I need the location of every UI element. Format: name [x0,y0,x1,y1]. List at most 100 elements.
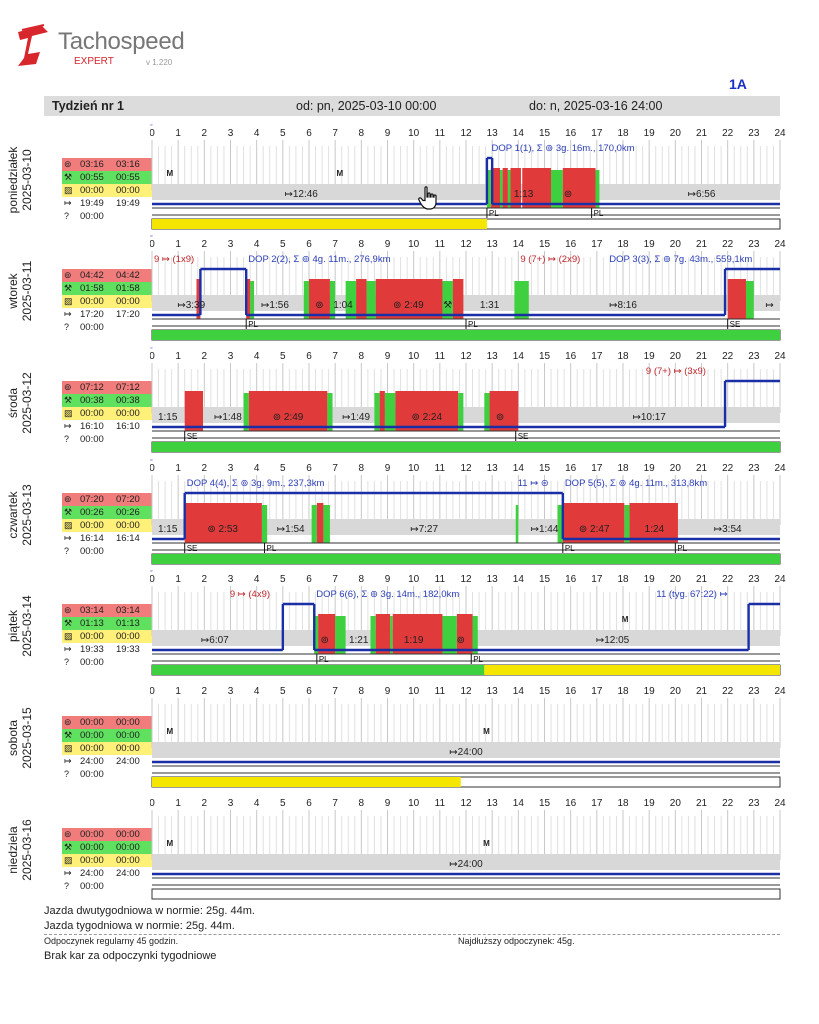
hour-tick-label: 16 [565,798,577,809]
stat-value: 00:55 [80,172,104,183]
hour-tick-label: 18 [617,128,629,139]
country-flag: PL [489,209,499,218]
week-header: Tydzień nr 1 od: pn, 2025-03-10 00:00 do… [44,96,780,116]
stat-work: ⚒ 01:58 01:58 [62,282,152,295]
hour-tick-label: 1 [175,574,181,585]
hour-tick-label: 23 [748,686,760,697]
stat-value: 16:10 [80,421,104,432]
shift-info-label: DOP 6(6), Σ ⊚ 3g. 14m., 182,0km [316,589,459,600]
work-segment [243,393,249,431]
bottom-bar-fill [152,442,780,452]
manual-entry-marker: M [166,169,173,178]
day-name: sobota [6,719,20,757]
country-flag: PL [677,544,687,553]
period-label: ↦12:05 [596,635,630,646]
stat-rest: ↦ 19:33 19:33 [62,643,152,656]
day-stats: ⊚ 03:16 03:16 ⚒ 00:55 00:55 ▨ 00:00 00:00 ↦ 19:49 1… [62,158,152,223]
drive-segment [395,391,459,431]
avail-icon: ▨ [64,631,73,641]
hour-tick-label: 24 [774,574,786,585]
day-label: niedziela 2025-03-16 [2,794,38,906]
hour-tick-label: 6 [306,239,312,250]
work-segment [557,505,563,543]
stat-value-total: 00:00 [116,855,140,866]
stat-value: 00:00 [80,408,104,419]
work-segment [261,505,268,543]
manual-entry-marker: M [483,727,490,736]
shift-info-label: DOP 1(1), Σ ⊚ 3g. 16m., 170,0km [492,143,635,154]
hour-tick-label: 18 [617,798,629,809]
stat-value-total: 00:55 [116,172,140,183]
stat-value: 07:20 [80,494,104,505]
period-label: ↦12:46 [284,189,318,200]
work-icon: ⚒ [64,172,73,182]
stat-unknown: ? 00:00 [62,321,152,334]
stat-unknown: ? 00:00 [62,768,152,781]
stat-value: 00:00 [80,296,104,307]
country-flag: PL [468,320,478,329]
footer-line-2: Jazda tygodniowa w normie: 25g. 44m. [44,920,235,932]
stat-avail: ▨ 00:00 00:00 [62,407,152,420]
stat-value-total: 07:20 [116,494,140,505]
hour-tick-label: 23 [748,239,760,250]
hour-tick-label: 23 [748,128,760,139]
period-label: ↦7:27 [410,524,438,535]
day-label: wtorek 2025-03-11 [2,235,38,347]
shift-info-box [150,459,153,461]
period-label: ⊚ 2:47 [579,524,610,535]
rest-band [152,742,780,758]
hour-tick-label: 2 [202,463,208,474]
work-segment [250,281,255,319]
rest-icon: ↦ [64,421,72,431]
stat-drive: ⊚ 07:20 07:20 [62,493,152,506]
week-from: od: pn, 2025-03-10 00:00 [296,99,437,113]
day-name: piątek [6,609,20,643]
hour-tick-label: 17 [591,128,603,139]
drive-icon: ⊚ [64,717,72,727]
hour-tick-label: 20 [670,798,682,809]
hour-tick-label: 11 [435,798,446,809]
bottom-bar-fill [152,219,487,229]
hour-tick-label: 2 [202,686,208,697]
rest-band [152,854,780,870]
hour-tick-label: 1 [175,239,181,250]
hour-tick-label: 13 [487,686,499,697]
drive-segment [184,391,204,431]
stat-drive: ⊚ 00:00 00:00 [62,716,152,729]
drive-icon: ⊚ [64,605,72,615]
period-label: ↦8:16 [609,300,637,311]
hour-tick-label: 17 [591,686,603,697]
day-stats: ⊚ 07:12 07:12 ⚒ 00:38 00:38 ▨ 00:00 00:00 ↦ 16:10 1… [62,381,152,446]
stat-value: 17:20 [80,309,104,320]
stat-rest: ↦ 17:20 17:20 [62,308,152,321]
work-icon: ⚒ [64,507,73,517]
hand-cursor-icon [418,186,437,210]
period-label: ⊚ 2:53 [207,524,238,535]
bottom-bar-fill [152,777,461,787]
stat-value-total: 00:00 [116,296,140,307]
drive-segment [356,279,367,319]
hour-tick-label: 21 [696,574,708,585]
bottom-bar-fill [152,554,780,564]
stat-avail: ▨ 00:00 00:00 [62,854,152,867]
stat-value-total: 24:00 [116,756,140,767]
rest-icon: ↦ [64,198,72,208]
day-name: wtorek [6,273,20,309]
day-timeline: 0 1 2 3 4 5 6 7 8 9 10 11 12 13 14 15 16 17 18 19 20 21 22 23 24… [150,124,786,230]
hour-tick-label: 0 [150,351,155,362]
work-segment [442,616,457,654]
drive-segment [316,503,324,543]
drive-icon: ⊚ [64,494,72,504]
drive-segment [309,279,330,319]
hour-tick-label: 5 [280,798,286,809]
hour-tick-label: 4 [254,574,260,585]
stat-value: 24:00 [80,756,104,767]
hour-tick-label: 1 [175,128,181,139]
stat-value: 00:00 [80,730,104,741]
stat-value: 00:00 [80,657,104,668]
hour-tick-label: 15 [539,351,551,362]
day-date: 2025-03-10 [20,149,34,211]
day-row: środa 2025-03-12 ⊚ 07:12 07:12 ⚒ 00:38 00:38 ▨ 00… [0,347,819,459]
drive-segment [196,279,201,319]
day-stats: ⊚ 00:00 00:00 ⚒ 00:00 00:00 ▨ 00:00 00:00 ↦ 24:00 2… [62,828,152,893]
